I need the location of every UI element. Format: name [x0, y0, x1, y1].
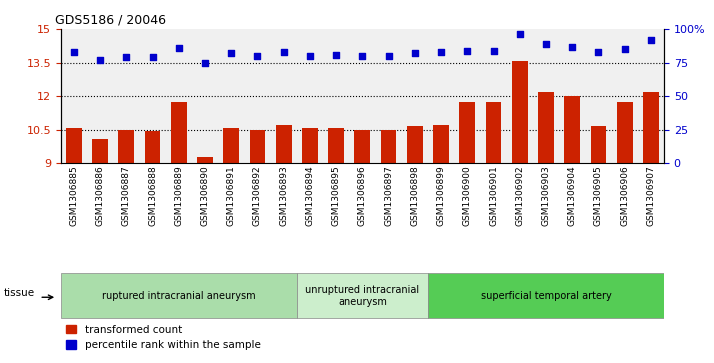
Text: GSM1306885: GSM1306885 — [69, 166, 79, 226]
Point — [304, 53, 316, 59]
Bar — [512, 61, 528, 163]
Point — [252, 53, 263, 59]
Legend: transformed count, percentile rank within the sample: transformed count, percentile rank withi… — [66, 325, 261, 350]
Point — [278, 49, 289, 55]
Text: GSM1306899: GSM1306899 — [436, 166, 446, 226]
Text: GSM1306896: GSM1306896 — [358, 166, 367, 226]
Text: GSM1306900: GSM1306900 — [463, 166, 472, 226]
Bar — [145, 131, 161, 163]
Point — [356, 53, 368, 59]
Point — [593, 49, 604, 55]
Point — [173, 45, 184, 51]
Bar — [538, 92, 554, 163]
Point — [226, 50, 237, 56]
Bar — [381, 130, 396, 163]
Bar — [250, 130, 266, 163]
Text: GSM1306901: GSM1306901 — [489, 166, 498, 226]
Text: GSM1306903: GSM1306903 — [541, 166, 550, 226]
Text: GSM1306892: GSM1306892 — [253, 166, 262, 226]
Point — [147, 54, 159, 60]
Point — [121, 54, 132, 60]
Point — [619, 46, 630, 52]
Bar — [590, 126, 606, 163]
Bar — [328, 127, 344, 163]
Text: GDS5186 / 20046: GDS5186 / 20046 — [55, 13, 166, 26]
Text: tissue: tissue — [4, 289, 35, 298]
Bar — [643, 92, 659, 163]
Text: GSM1306886: GSM1306886 — [96, 166, 104, 226]
Point — [540, 41, 552, 47]
Point — [383, 53, 394, 59]
Bar — [223, 127, 239, 163]
Bar — [171, 102, 186, 163]
Bar — [486, 102, 501, 163]
Point — [645, 37, 657, 43]
Bar — [119, 130, 134, 163]
Text: GSM1306890: GSM1306890 — [201, 166, 209, 226]
Bar — [66, 127, 81, 163]
Bar — [407, 126, 423, 163]
Text: GSM1306906: GSM1306906 — [620, 166, 629, 226]
Point — [331, 52, 342, 57]
Point — [409, 50, 421, 56]
Text: superficial temporal artery: superficial temporal artery — [481, 291, 611, 301]
Text: unruptured intracranial
aneurysm: unruptured intracranial aneurysm — [306, 285, 419, 307]
Point — [94, 57, 106, 63]
Point — [461, 48, 473, 53]
Text: GSM1306891: GSM1306891 — [227, 166, 236, 226]
Point — [199, 60, 211, 65]
Text: GSM1306889: GSM1306889 — [174, 166, 183, 226]
Bar — [564, 96, 580, 163]
Text: ruptured intracranial aneurysm: ruptured intracranial aneurysm — [102, 291, 256, 301]
Bar — [302, 127, 318, 163]
Text: GSM1306894: GSM1306894 — [306, 166, 314, 226]
Point — [488, 48, 499, 53]
Text: GSM1306893: GSM1306893 — [279, 166, 288, 226]
Bar — [459, 102, 475, 163]
Bar — [197, 156, 213, 163]
Bar — [617, 102, 633, 163]
Bar — [354, 130, 371, 163]
Bar — [297, 273, 428, 318]
Text: GSM1306907: GSM1306907 — [646, 166, 655, 226]
Bar — [61, 273, 297, 318]
Point — [566, 44, 578, 49]
Bar — [433, 125, 449, 163]
Point — [514, 32, 526, 37]
Point — [436, 49, 447, 55]
Text: GSM1306895: GSM1306895 — [331, 166, 341, 226]
Text: GSM1306888: GSM1306888 — [148, 166, 157, 226]
Text: GSM1306905: GSM1306905 — [594, 166, 603, 226]
Text: GSM1306898: GSM1306898 — [411, 166, 419, 226]
Bar — [92, 139, 108, 163]
Text: GSM1306904: GSM1306904 — [568, 166, 577, 226]
Point — [68, 49, 79, 55]
Text: GSM1306887: GSM1306887 — [122, 166, 131, 226]
Bar — [428, 273, 664, 318]
Bar — [276, 125, 291, 163]
Text: GSM1306897: GSM1306897 — [384, 166, 393, 226]
Text: GSM1306902: GSM1306902 — [516, 166, 524, 226]
